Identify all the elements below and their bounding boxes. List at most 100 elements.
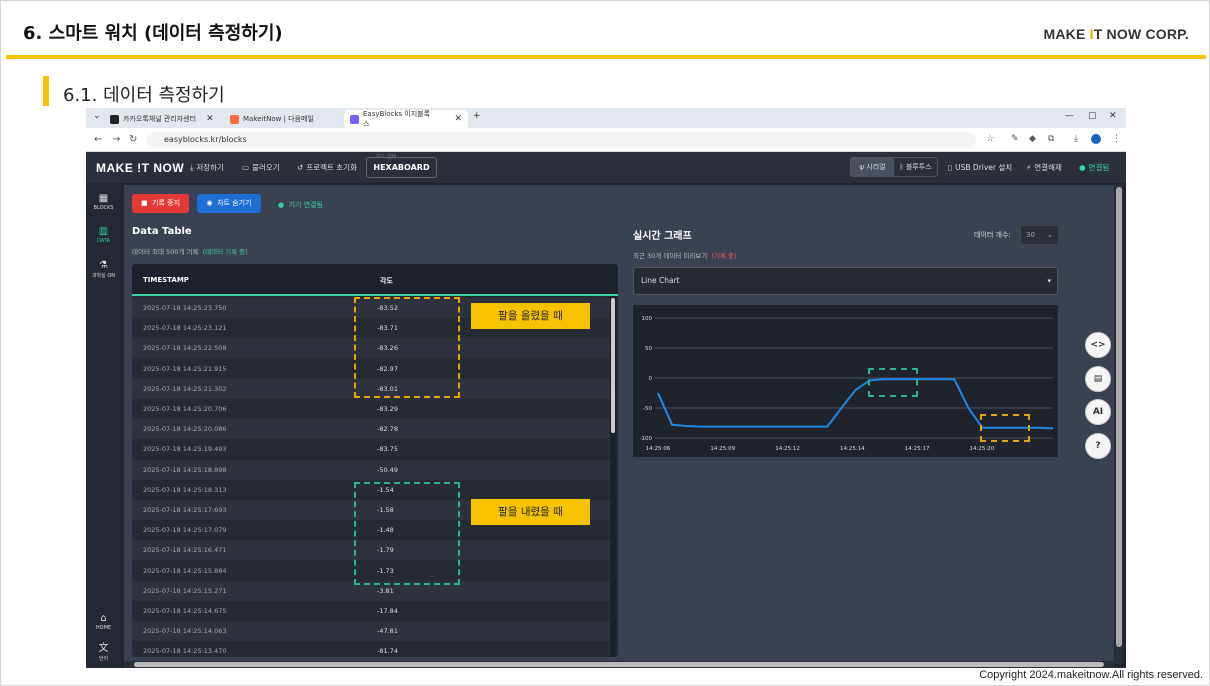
app-logo: MAKE !T NOW [96,161,185,175]
metamask-icon[interactable]: ◆ [1029,134,1036,144]
realtime-subtitle: 최근 30개 데이터 미리보기 (기록 중) [633,250,737,260]
timestamp-cell: 2025-07-18 14:25:17.079 [143,526,227,535]
angle-cell: -83.71 [377,324,398,333]
sidebar-item-science[interactable]: ⚗ 과학실 ON [86,260,121,279]
table-row: 2025-07-18 14:25:17.079 -1.48 [132,520,610,540]
reset-project-button[interactable]: ↺ 프로젝트 초기화 [297,162,357,173]
angle-cell: -1.73 [377,566,394,575]
new-tab-icon[interactable]: + [473,111,481,121]
help-button[interactable]: ? [1085,433,1111,459]
timestamp-cell: 2025-07-18 14:25:21.915 [143,364,227,373]
connection-mode-toggle: ψ 시리얼 ᛒ 블루투스 [850,157,938,177]
horizontal-scrollbar-thumb[interactable] [134,662,1104,667]
angle-cell: -82.78 [377,425,398,434]
realtime-preview: 최근 30개 데이터 미리보기 [633,252,708,260]
puzzle-icon[interactable]: ⧉ [1048,134,1055,144]
timestamp-cell: 2025-07-18 14:25:15.884 [143,566,227,575]
highlight-arm-down-values [354,482,460,585]
tab-search-icon[interactable]: ⌄ [93,111,101,121]
board-select-button[interactable]: HEXABOARD [366,157,437,178]
col-timestamp: TIMESTAMP [143,276,189,284]
angle-cell: -83.01 [377,384,398,393]
browser-window: ⌄ 카카오톡채널 관리자센터 ✕ MakeitNow | 다음메일 ✕ Easy… [86,108,1126,668]
hide-chart-button[interactable]: ◉ 차트 숨기기 [197,194,261,213]
chat-button[interactable]: ▤ [1085,366,1111,392]
timestamp-cell: 2025-07-18 14:25:18.313 [143,485,227,494]
page-scrollbar-thumb[interactable] [1116,187,1122,647]
x-tick-label: 14:25:20 [970,446,995,452]
horizontal-scrollbar[interactable] [124,661,1114,668]
table-row: 2025-07-18 14:25:18.898 -50.49 [132,459,610,480]
connection-status: ● 연결됨 [1079,162,1109,173]
table-scrollbar[interactable] [610,296,616,657]
save-button[interactable]: ⤓ 저장하기 [190,162,224,173]
bluetooth-mode-button[interactable]: ᛒ 블루투스 [894,158,937,176]
maximize-icon[interactable]: ▢ [1088,111,1097,121]
reload-icon[interactable]: ↻ [129,134,138,145]
tab-easyblocks[interactable]: EasyBlocks 이지블록스 ✕ [344,110,468,128]
sidebar-item-data[interactable]: ▥ DATA [86,226,121,244]
angle-cell: -81.74 [377,647,398,656]
download-icon[interactable]: ⤓ [1074,134,1078,144]
usb-driver-label: USB Driver 설치 [955,163,1013,172]
stop-record-button[interactable]: ■ 기록 중지 [132,194,189,213]
timestamp-cell: 2025-07-18 14:25:23.121 [143,324,227,333]
table-header: TIMESTAMP 각도 [132,264,618,296]
load-button[interactable]: ▭ 불러오기 [242,162,280,173]
sidebar-item-language[interactable]: 文 언어 [86,639,121,662]
ai-button[interactable]: AI [1085,399,1111,425]
chart-type-select[interactable]: Line Chart ▾ [633,267,1058,295]
disconnect-label: 연결해제 [1034,163,1062,172]
sidebar-item-blocks[interactable]: ▦ BLOCKS [86,193,121,211]
page-scrollbar[interactable] [1115,185,1123,664]
brand-logo-i: I [1089,26,1094,42]
section-title: 6.1. 데이터 측정하기 [63,85,225,106]
table-row: 2025-07-18 14:25:21.915 -82.97 [132,359,610,379]
save-label: 저장하기 [196,163,224,172]
timestamp-cell: 2025-07-18 14:25:22.508 [143,344,227,353]
close-icon[interactable]: ✕ [454,114,463,124]
back-icon[interactable]: ← [94,134,103,145]
tab-mail[interactable]: MakeitNow | 다음메일 ✕ [224,110,362,128]
series-line [657,378,1054,430]
y-tick-label: -50 [643,406,652,412]
x-tick-label: 14:25:06 [646,446,671,452]
angle-cell: -3.81 [377,586,394,595]
profile-avatar[interactable] [1091,134,1101,144]
angle-cell: -82.97 [377,364,398,373]
close-icon[interactable]: ✕ [206,114,214,124]
col-angle: 각도 [380,277,393,285]
load-label: 불러오기 [252,163,280,172]
timestamp-cell: 2025-07-18 14:25:14.675 [143,607,227,615]
x-tick-label: 14:25:14 [840,446,865,452]
minimize-icon[interactable]: — [1065,111,1074,121]
table-row: 2025-07-18 14:25:23.121 -83.71 [132,318,610,338]
menu-icon[interactable]: ⋮ [1112,134,1121,144]
extension-icon[interactable]: ✎ [1011,134,1019,144]
window-close-icon[interactable]: ✕ [1109,111,1117,121]
serial-mode-button[interactable]: ψ 시리얼 [851,158,894,176]
highlight-chart-arm-down [980,414,1030,442]
copyright: Copyright 2024.makeitnow.All rights rese… [979,669,1203,681]
timestamp-cell: 2025-07-18 14:25:21.302 [143,384,227,393]
star-icon[interactable]: ☆ [986,134,995,144]
code-view-button[interactable]: <> [1085,332,1111,358]
brand-logo: MAKE IT NOW CORP. [1044,26,1190,42]
status-dot-icon: ● [1079,163,1086,172]
brand-logo-post: T NOW CORP. [1093,26,1189,42]
tab-label: EasyBlocks 이지블록스 [363,110,431,128]
callout-arm-up: 팔을 올렸을 때 [471,303,590,329]
data-table-subtitle: 데이터 최대 500개 기록 (데이터 기록 중) [132,246,248,256]
sidebar-label: 언어 [98,656,109,662]
sidebar-item-home[interactable]: ⌂ HOME [86,613,121,631]
usb-driver-button[interactable]: ▯ USB Driver 설치 [948,162,1012,173]
x-tick-label: 14:25:17 [905,446,930,452]
table-scrollbar-thumb[interactable] [611,298,615,433]
tab-kakao[interactable]: 카카오톡채널 관리자센터 ✕ [104,110,220,128]
data-count-select[interactable]: 30 ⌄ [1020,225,1059,245]
url-field[interactable]: easyblocks.kr/blocks [146,132,976,148]
disconnect-button[interactable]: ⚡ 연결해제 [1026,162,1062,173]
tab-bar: ⌄ 카카오톡채널 관리자센터 ✕ MakeitNow | 다음메일 ✕ Easy… [86,108,1126,128]
forward-icon[interactable]: → [112,134,121,145]
